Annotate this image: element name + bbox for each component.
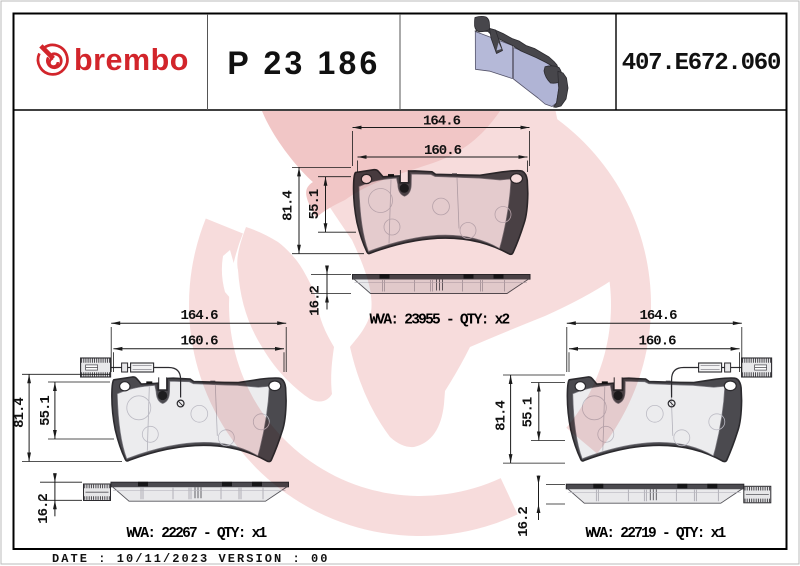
svg-text:55.1: 55.1 [521,397,537,427]
svg-text:164.6: 164.6 [180,308,218,324]
svg-text:16.2: 16.2 [516,507,532,537]
svg-text:WVA: 23955 - QTY: x2: WVA: 23955 - QTY: x2 [369,313,509,329]
svg-text:81.4: 81.4 [281,191,297,221]
svg-text:81.4: 81.4 [12,398,28,428]
svg-text:164.6: 164.6 [639,308,677,324]
svg-text:81.4: 81.4 [494,401,510,431]
svg-text:WVA: 22267 - QTY: x1: WVA: 22267 - QTY: x1 [126,526,267,542]
svg-text:160.6: 160.6 [424,143,462,159]
svg-text:160.6: 160.6 [638,334,676,350]
svg-text:160.6: 160.6 [180,334,218,350]
svg-text:16.2: 16.2 [308,286,324,316]
svg-text:164.6: 164.6 [423,114,461,130]
svg-text:55.1: 55.1 [38,396,54,426]
svg-text:16.2: 16.2 [36,494,52,524]
svg-text:55.1: 55.1 [307,189,323,219]
svg-text:WVA: 22719 - QTY: x1: WVA: 22719 - QTY: x1 [585,526,726,542]
